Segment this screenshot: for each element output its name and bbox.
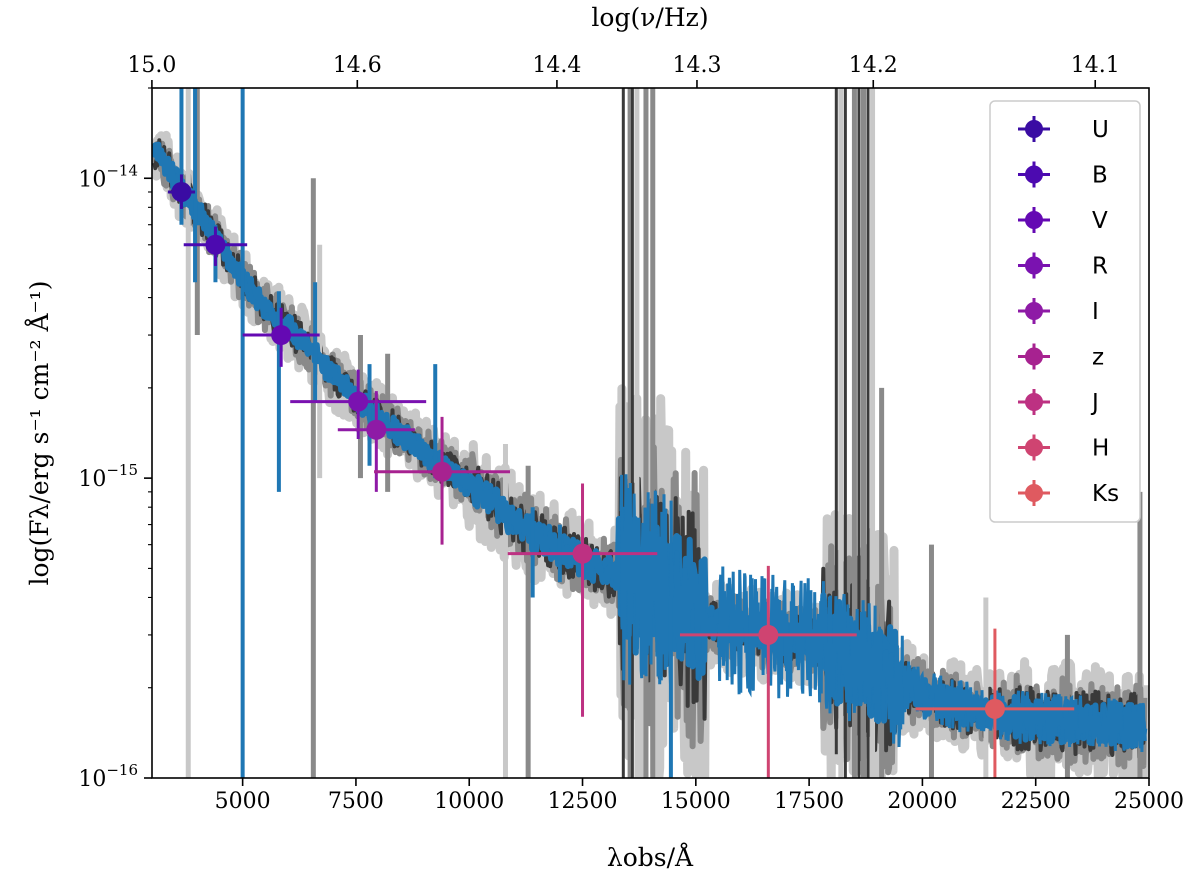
photometry-point-b (183, 226, 248, 266)
data-marker (758, 624, 779, 645)
legend-item-v: V (1018, 207, 1108, 234)
spectrum-noisy-band (717, 566, 906, 748)
legend-label: I (1092, 299, 1099, 325)
legend-label: J (1090, 390, 1099, 416)
plot-frame (151, 87, 1150, 779)
top-tick-label: 14.6 (333, 53, 382, 78)
legend-label: U (1092, 117, 1109, 143)
spectrum-noisy-band (619, 474, 675, 685)
data-marker (984, 698, 1005, 719)
spectrum-noisy-band (902, 661, 1146, 753)
photometry-point-z (374, 416, 511, 545)
legend-item-ks: Ks (1018, 480, 1119, 507)
data-marker (572, 543, 593, 564)
legend-item-z: z (1018, 343, 1104, 371)
legend-item-r: R (1018, 252, 1108, 280)
data-marker (271, 325, 292, 346)
photometry-points-layer (167, 174, 1075, 778)
data-marker (366, 419, 387, 440)
legend-item-u: U (1018, 116, 1109, 143)
legend-marker (1025, 347, 1043, 366)
legend-marker (1025, 120, 1043, 138)
photometry-point-r (290, 369, 427, 440)
x-tick-label: 20000 (887, 789, 957, 814)
data-marker (171, 181, 192, 202)
legend-marker (1025, 484, 1043, 502)
legend-box (989, 100, 1141, 523)
legend-item-b: B (1018, 161, 1108, 189)
x-tick-label: 7500 (328, 789, 384, 814)
x-tick-label: 5000 (215, 789, 271, 814)
top-tick-label: 14.3 (672, 53, 721, 78)
legend-label: H (1092, 436, 1109, 462)
y-tick-label: 10−14 (78, 161, 138, 192)
x-tick-label: 10000 (434, 789, 504, 814)
x-tick-label: 15000 (661, 789, 731, 814)
photometry-point-h (679, 565, 857, 778)
top-axis: 15.0 14.6 14.4 14.3 14.2 14.1 (127, 53, 1120, 88)
photometry-point-u (167, 174, 196, 209)
top-axis-label: log(ν/Hz) (591, 3, 708, 32)
top-tick-label: 15.0 (127, 53, 176, 78)
data-marker (348, 391, 369, 412)
legend-marker (1025, 165, 1043, 184)
photometry-point-ks (915, 628, 1075, 778)
legend-item-i: I (1018, 298, 1099, 325)
legend-label: B (1092, 163, 1108, 189)
spectrum-layer (152, 88, 1149, 778)
x-tick-label: 12500 (548, 789, 618, 814)
legend-label: Ks (1092, 481, 1119, 507)
photometry-point-j (507, 483, 658, 717)
x-axis: 5000 7500 10000 12500 15000 17500 20000 22500 25… (215, 778, 1184, 814)
data-marker (205, 234, 226, 255)
x-tick-label: 17500 (774, 789, 844, 814)
top-tick-label: 14.1 (1071, 53, 1120, 78)
x-tick-label: 22500 (1001, 789, 1071, 814)
y-tick-label: 10−16 (78, 761, 138, 792)
y-axis-label: log(Fλ/erg s⁻¹ cm⁻² Å⁻¹) (24, 280, 54, 585)
data-marker (432, 461, 453, 482)
top-tick-label: 14.4 (532, 53, 581, 78)
x-axis-label: λobs/Å (607, 842, 694, 872)
top-tick-label: 14.2 (849, 53, 898, 78)
legend-label: V (1092, 208, 1108, 234)
photometry-point-v (242, 307, 320, 367)
y-tick-label: 10−15 (78, 461, 138, 492)
legend-label: z (1092, 345, 1104, 371)
photometry-point-i (337, 391, 415, 492)
legend-marker (1025, 211, 1043, 229)
legend-marker (1025, 256, 1043, 275)
y-axis: 10−16 10−15 10−14 (78, 87, 152, 792)
legend-marker (1025, 438, 1043, 457)
legend-item-j: J (1018, 389, 1099, 416)
legend-label: R (1092, 254, 1108, 280)
x-tick-label: 25000 (1114, 789, 1184, 814)
legend-item-h: H (1018, 434, 1109, 462)
legend-marker (1025, 302, 1043, 320)
legend-marker (1025, 393, 1043, 411)
